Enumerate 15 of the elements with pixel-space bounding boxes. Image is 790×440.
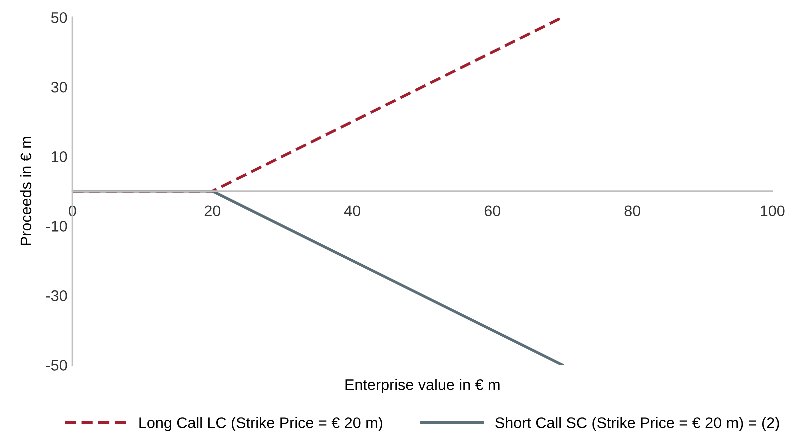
y-tick-label: 50 xyxy=(51,12,68,24)
y-tick-label: 30 xyxy=(51,82,68,93)
legend-label: Long Call LC (Strike Price = € 20 m) xyxy=(140,417,382,432)
x-tick-label: 100 xyxy=(761,206,785,217)
y-tick-label: -10 xyxy=(46,221,68,232)
y-tick-label: -50 xyxy=(46,360,68,371)
x-tick-label: 40 xyxy=(344,206,361,217)
x-axis-title: Enterprise value in € m xyxy=(346,379,500,394)
legend-label: Short Call SC (Strike Price = € 20 m) = (2) xyxy=(496,417,780,432)
x-tick-label: 20 xyxy=(204,206,221,217)
x-tick-label: 60 xyxy=(484,206,501,217)
y-tick-label: -30 xyxy=(46,290,68,302)
x-tick-label: 80 xyxy=(624,206,641,217)
y-tick-label: 10 xyxy=(52,152,68,162)
y-axis-title: Proceeds in € m xyxy=(20,137,32,246)
